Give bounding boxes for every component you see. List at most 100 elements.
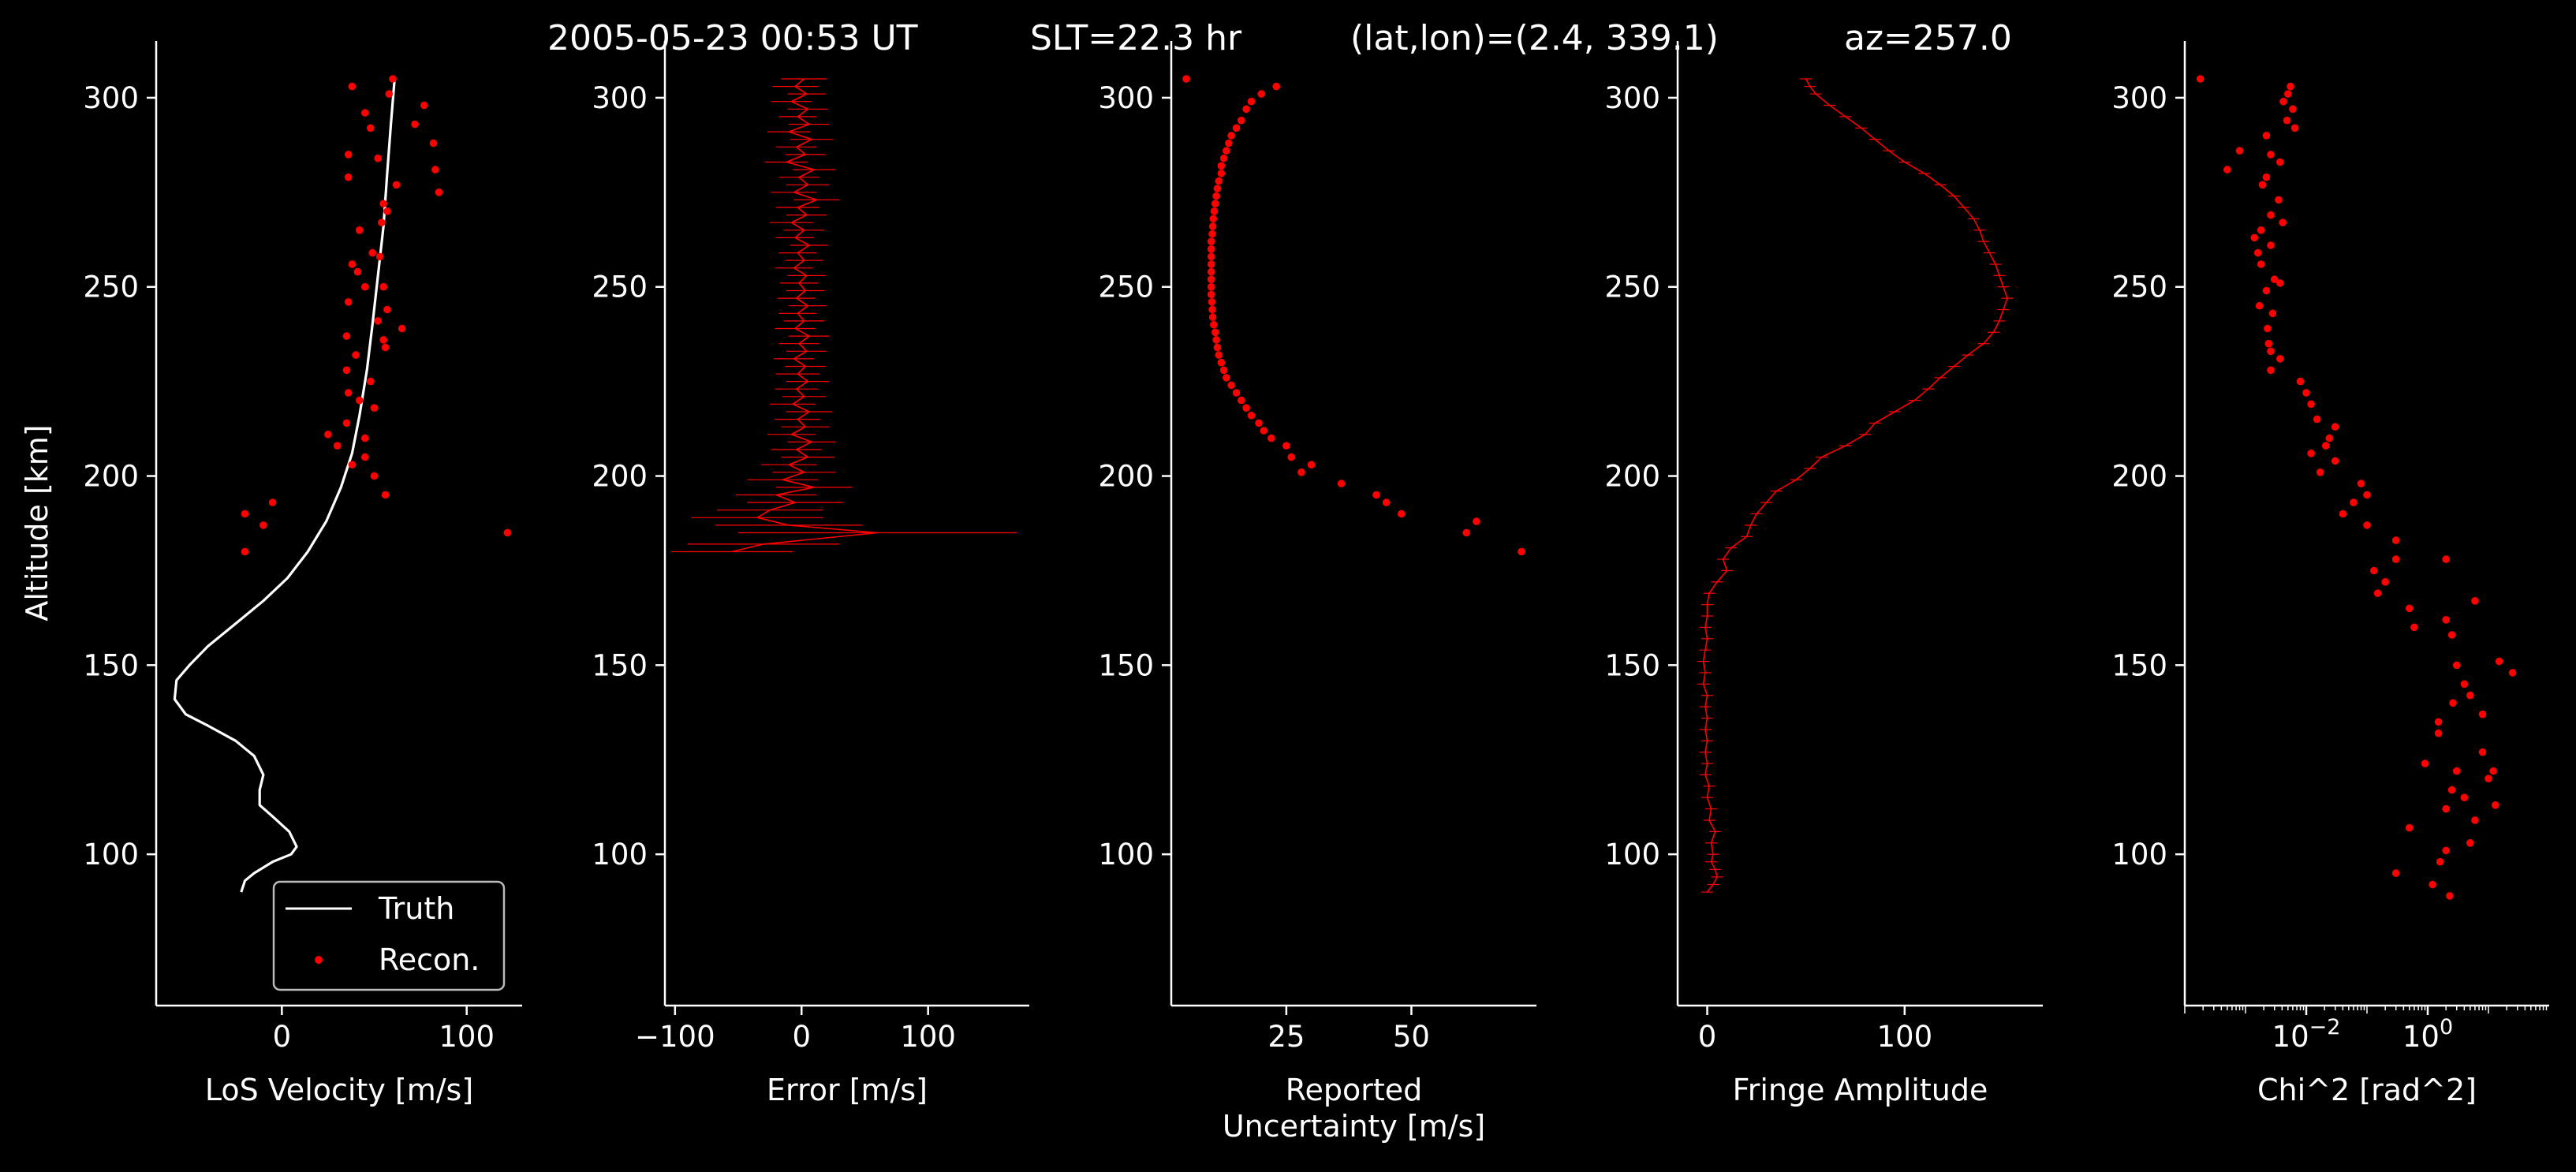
recon-point xyxy=(411,120,419,129)
y-tick-label: 200 xyxy=(1604,460,1660,494)
x-tick-label: 0 xyxy=(273,1020,292,1054)
recon-point xyxy=(503,528,512,537)
scatter-point xyxy=(2391,536,2400,544)
recon-point xyxy=(392,181,401,189)
recon-point xyxy=(379,200,388,207)
recon-point xyxy=(241,509,249,518)
scatter-point xyxy=(2279,97,2287,106)
scatter-point xyxy=(2508,669,2517,677)
scatter-point xyxy=(1182,75,1190,83)
scatter-point xyxy=(1207,282,1215,291)
scatter-point xyxy=(2406,604,2414,613)
scatter-point xyxy=(2406,823,2414,832)
x-tick-label: 100 xyxy=(439,1020,495,1054)
scatter-point xyxy=(2262,173,2271,181)
recon-point xyxy=(398,324,406,333)
recon-point xyxy=(353,267,362,276)
scatter-point xyxy=(2460,680,2469,689)
scatter-point xyxy=(1382,498,1391,506)
scatter-point xyxy=(1223,147,1230,155)
scatter-point xyxy=(2442,555,2450,563)
legend: Truth Recon. xyxy=(272,880,506,991)
x-tick-label: 25 xyxy=(1267,1020,1305,1054)
recon-point xyxy=(344,298,353,306)
y-tick-label: 100 xyxy=(2111,838,2167,872)
legend-truth-label: Truth xyxy=(378,891,454,926)
scatter-point xyxy=(2485,774,2492,782)
scatter-point xyxy=(2270,275,2279,284)
recon-point xyxy=(342,419,351,427)
scatter-point xyxy=(1372,491,1380,499)
scatter-point xyxy=(2307,400,2315,409)
recon-point xyxy=(356,226,364,234)
recon-point xyxy=(378,218,386,227)
scatter-point xyxy=(2262,286,2271,295)
y-axis-label: Altitude [km] xyxy=(20,424,54,621)
scatter-point xyxy=(2267,366,2275,375)
scatter-point xyxy=(2460,793,2469,801)
scatter-point xyxy=(2268,309,2277,318)
recon-point xyxy=(348,82,357,91)
y-tick-label: 300 xyxy=(2111,81,2167,115)
recon-point xyxy=(352,351,360,359)
scatter-point xyxy=(1232,389,1241,397)
scatter-point xyxy=(1210,320,1218,329)
recon-point xyxy=(374,154,383,162)
recon-point xyxy=(344,173,353,181)
scatter-point xyxy=(2262,132,2271,140)
scatter-point xyxy=(2331,457,2339,465)
scatter-point xyxy=(2442,616,2450,624)
scatter-point xyxy=(1398,509,1406,518)
scatter-point xyxy=(1207,237,1215,246)
scatter-point xyxy=(2289,105,2297,114)
scatter-point xyxy=(1208,222,1217,230)
recon-point xyxy=(375,252,384,261)
scatter-point xyxy=(2325,434,2334,442)
scatter-point xyxy=(1227,381,1235,390)
scatter-point xyxy=(1215,351,1223,359)
recon-point xyxy=(344,389,353,397)
scatter-point xyxy=(1212,336,1220,344)
scatter-point xyxy=(1242,105,1250,114)
scatter-point xyxy=(2350,498,2358,506)
scatter-point xyxy=(1217,170,1226,177)
y-tick-label: 100 xyxy=(1604,838,1660,872)
scatter-point xyxy=(2257,260,2265,268)
scatter-point xyxy=(1211,200,1219,207)
recon-point xyxy=(361,282,369,291)
scatter-point xyxy=(1217,358,1226,367)
scatter-point xyxy=(2357,480,2365,487)
scatter-point xyxy=(1232,124,1241,133)
x-tick-label: −100 xyxy=(635,1020,715,1054)
scatter-point xyxy=(2492,801,2499,809)
scatter-point xyxy=(2429,880,2436,889)
scatter-point xyxy=(2471,816,2479,824)
scatter-point xyxy=(2267,151,2275,159)
figure-title-latlon: (lat,lon)=(2.4, 339.1) xyxy=(1350,18,1719,58)
y-tick-label: 150 xyxy=(1098,648,1154,682)
scatter-point xyxy=(2276,355,2284,363)
scatter-point xyxy=(2478,710,2487,719)
scatter-point xyxy=(2370,566,2378,575)
scatter-point xyxy=(1213,185,1222,192)
recon-point xyxy=(429,139,438,147)
x-tick-label: 50 xyxy=(1393,1020,1430,1054)
recon-point xyxy=(348,260,357,268)
y-tick-label: 150 xyxy=(2111,648,2167,682)
scatter-point xyxy=(2267,347,2275,356)
scatter-point xyxy=(2258,181,2267,189)
recon-point xyxy=(389,75,397,83)
scatter-point xyxy=(1337,480,1346,487)
scatter-point xyxy=(2287,82,2294,91)
scatter-point xyxy=(2313,415,2321,424)
scatter-point xyxy=(1207,267,1215,276)
y-tick-label: 200 xyxy=(2111,460,2167,494)
recon-point xyxy=(379,336,388,344)
scatter-point xyxy=(1219,366,1228,375)
scatter-point xyxy=(1208,230,1216,238)
scatter-point xyxy=(2495,657,2503,666)
recon-point xyxy=(324,431,332,439)
scatter-point xyxy=(2434,729,2443,737)
x-tick-label: 100 xyxy=(2402,1015,2453,1054)
x-axis-label: LoS Velocity [m/s] xyxy=(205,1073,473,1107)
